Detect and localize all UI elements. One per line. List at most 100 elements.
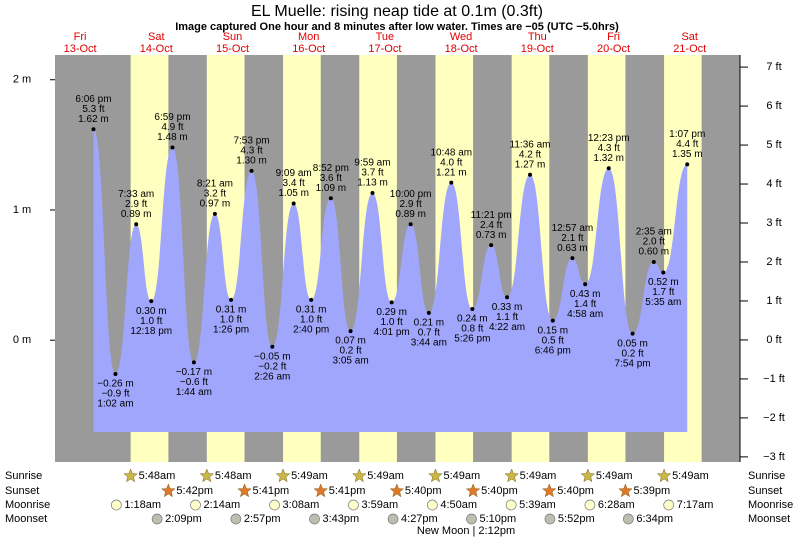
tide-height-ft: 3.4 ft	[283, 178, 305, 189]
tide-time: 12:23 pm	[588, 133, 630, 144]
moonrise-icon	[505, 499, 517, 511]
tide-height-m: 1.13 m	[357, 178, 388, 189]
day-date: 15-Oct	[216, 43, 249, 55]
tide-time: 6:59 pm	[154, 112, 190, 123]
row-label: Moonrise	[5, 499, 50, 511]
tide-point	[651, 260, 656, 265]
tide-height-ft: 3.2 ft	[204, 189, 226, 200]
sunset-time: 5:40pm	[557, 485, 594, 497]
day-date: 13-Oct	[64, 43, 97, 55]
tide-height-m: 1.27 m	[515, 159, 546, 170]
tide-height-m: 1.48 m	[157, 132, 188, 143]
tide-height-m: 0.97 m	[200, 199, 231, 210]
tide-height-ft: 3.6 ft	[320, 173, 342, 184]
y-tick-label: 0 m	[13, 334, 31, 346]
y2-tick-label: −1 ft	[763, 373, 785, 385]
tide-point	[291, 201, 296, 206]
sunrise-time: 5:48am	[215, 470, 252, 482]
tide-height-ft: −0.9 ft	[101, 389, 129, 400]
row-label: Sunrise	[748, 470, 785, 482]
tide-time: 11:21 pm	[471, 210, 512, 221]
plot: 1.62 m5.3 ft6:06 pm −0.26 m−0.9 ft1:02 am…	[75, 94, 705, 432]
tide-point	[309, 297, 314, 302]
tide-height-m: 0.24 m	[457, 314, 488, 325]
tide-point	[270, 344, 275, 349]
moonrise-time: 6:28am	[598, 499, 635, 511]
tide-point	[583, 282, 588, 287]
sunrise-time: 5:49am	[520, 470, 557, 482]
sun-icon	[275, 468, 291, 483]
y-tick-label: 1 m	[13, 204, 31, 216]
tide-height-ft: 5.3 ft	[82, 104, 104, 115]
day-date: 16-Oct	[292, 43, 325, 55]
day-date: 19-Oct	[521, 43, 554, 55]
sunrise-time: 5:49am	[596, 470, 633, 482]
tide-height-ft: 0.2 ft	[339, 346, 361, 357]
tide-height-m: 0.21 m	[414, 317, 445, 328]
moonset-icon	[544, 513, 556, 525]
row-label: Sunset	[5, 485, 39, 497]
moonrise-icon	[348, 499, 359, 511]
day-name: Fri	[607, 31, 620, 43]
moonrise-time: 7:17am	[677, 499, 714, 511]
tide-height-m: 0.63 m	[557, 243, 588, 254]
y2-tick-label: 4 ft	[766, 178, 781, 190]
tide-time: 1:02 am	[97, 399, 133, 410]
tide-time: 6:46 pm	[535, 345, 571, 356]
sun-icon	[428, 468, 443, 483]
day-name: Mon	[298, 31, 319, 43]
tide-height-ft: 4.4 ft	[676, 139, 698, 150]
row-label: Moonrise	[748, 499, 793, 511]
tide-time: 7:53 pm	[233, 136, 269, 147]
tide-height-m: 1.21 m	[436, 167, 467, 178]
y2-tick-label: 2 ft	[766, 256, 781, 268]
day-date: 17-Oct	[368, 43, 401, 55]
sunset-time: 5:41pm	[329, 485, 366, 497]
tide-time: 5:35 am	[645, 297, 681, 308]
tide-height-ft: 4.3 ft	[598, 143, 620, 154]
moonrise-icon	[663, 499, 675, 511]
tide-point	[370, 191, 375, 196]
sun-icon	[389, 483, 405, 498]
moonrise-icon	[426, 499, 438, 511]
tide-height-m: 1.05 m	[278, 188, 309, 199]
tide-point	[389, 300, 394, 305]
day-name: Fri	[74, 31, 87, 43]
tide-time: 9:09 am	[276, 168, 312, 179]
tide-point	[249, 168, 254, 173]
tide-height-ft: 3.7 ft	[361, 168, 383, 179]
tide-point	[328, 196, 333, 201]
day-date: 14-Oct	[140, 43, 173, 55]
tide-height-m: 0.43 m	[570, 289, 601, 300]
tide-height-m: 0.05 m	[617, 338, 648, 349]
tide-height-m: 1.35 m	[672, 149, 703, 160]
tide-height-ft: −0.2 ft	[258, 361, 286, 372]
y2-tick-label: 5 ft	[766, 139, 781, 151]
moonset-time: 3:43pm	[323, 513, 360, 525]
row-label: Moonset	[748, 513, 790, 525]
tide-height-ft: 2.4 ft	[480, 220, 502, 231]
tide-time: 7:54 pm	[615, 358, 651, 369]
moonrise-icon	[269, 499, 280, 511]
moonset-icon	[309, 513, 320, 525]
day-name: Tue	[376, 31, 395, 43]
tide-time: 12:57 am	[552, 223, 594, 234]
tide-time: 1:26 pm	[213, 324, 249, 335]
tide-time: 2:40 pm	[293, 324, 329, 335]
day-date: 18-Oct	[445, 43, 478, 55]
tide-time: 5:26 pm	[454, 334, 490, 345]
tide-height-ft: 1.0 ft	[300, 314, 322, 325]
tide-time: 6:06 pm	[75, 94, 111, 105]
tide-height-m: 0.31 m	[296, 304, 327, 315]
moonrise-time: 5:39am	[519, 499, 556, 511]
tide-height-m: −0.05 m	[254, 351, 290, 362]
tide-height-m: 1.32 m	[593, 153, 624, 164]
tide-point	[229, 297, 234, 302]
moonset-icon	[466, 513, 477, 525]
tide-height-ft: 0.7 ft	[418, 327, 440, 338]
tide-time: 11:36 am	[510, 139, 551, 150]
sun-icon	[656, 468, 672, 483]
tide-height-ft: 2.1 ft	[561, 233, 583, 244]
tide-height-ft: 1.4 ft	[574, 299, 596, 310]
tide-point	[449, 180, 454, 185]
